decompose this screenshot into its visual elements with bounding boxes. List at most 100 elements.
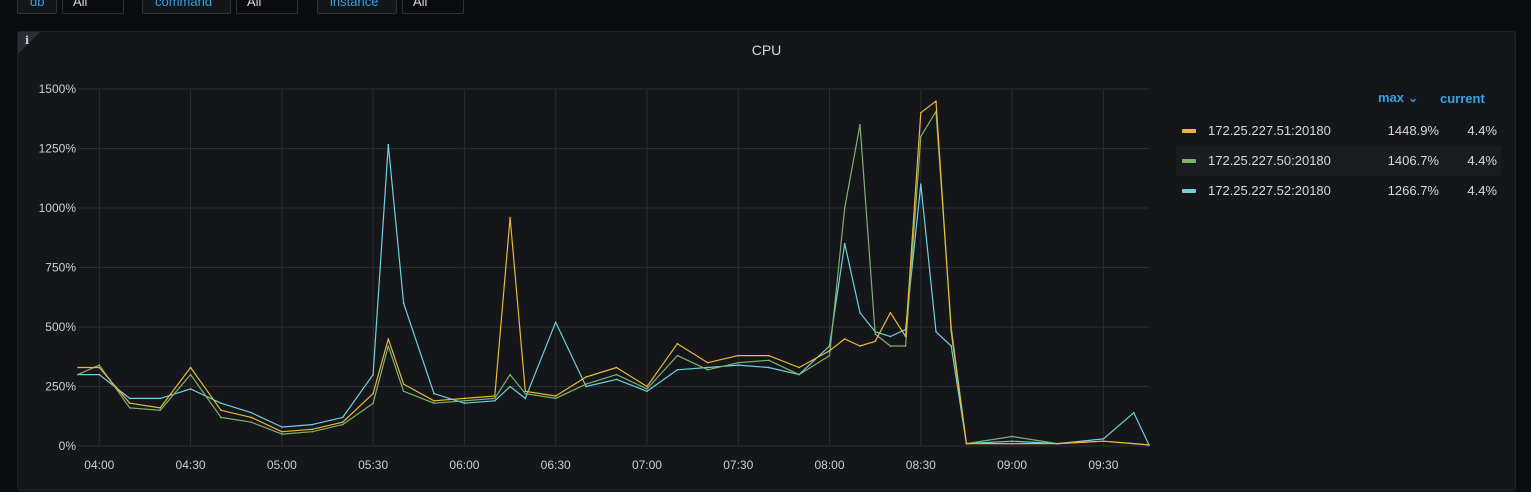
legend-max-value: 1266.7% — [1387, 183, 1439, 198]
data-point — [646, 388, 648, 390]
data-point — [341, 423, 344, 426]
data-point — [737, 364, 740, 366]
data-point — [463, 397, 466, 400]
variable-command-select[interactable]: All — [236, 0, 298, 14]
variable-instance-label: instance — [317, 0, 397, 14]
data-point — [189, 373, 192, 376]
variable-db-select[interactable]: All — [62, 0, 124, 14]
data-point — [843, 242, 846, 245]
y-tick-label: 1000% — [39, 201, 77, 215]
data-point — [250, 416, 253, 419]
panel-info-corner[interactable] — [18, 32, 40, 54]
data-point — [904, 335, 907, 338]
info-icon[interactable]: i — [25, 34, 30, 47]
x-tick-label: 04:30 — [176, 458, 206, 472]
data-point — [935, 330, 937, 333]
data-point — [402, 302, 405, 305]
data-point — [524, 392, 527, 395]
data-point — [554, 397, 557, 400]
data-point — [281, 433, 283, 435]
series-line[interactable] — [78, 144, 1150, 446]
x-tick-label: 08:30 — [906, 458, 936, 472]
data-point — [889, 345, 892, 347]
data-point — [707, 369, 709, 371]
legend-series-name[interactable]: 172.25.227.52:20180 — [1208, 183, 1331, 198]
panel-title[interactable]: CPU — [751, 42, 782, 58]
legend-series-name[interactable]: 172.25.227.51:20180 — [1208, 123, 1331, 138]
data-point — [98, 366, 101, 369]
data-point — [509, 385, 511, 388]
legend-current-value: 4.4% — [1467, 123, 1497, 138]
data-point — [767, 366, 770, 369]
data-point — [859, 123, 861, 126]
data-point — [1011, 442, 1013, 445]
data-point — [281, 430, 283, 433]
data-point — [1102, 440, 1105, 443]
data-point — [387, 338, 390, 340]
data-point — [874, 340, 876, 343]
series-color-swatch[interactable] — [1182, 129, 1196, 133]
data-point — [554, 395, 557, 397]
variable-instance-select[interactable]: All — [402, 0, 464, 14]
data-point — [387, 143, 390, 146]
data-point — [98, 364, 101, 366]
data-point — [494, 397, 496, 400]
data-point — [646, 385, 648, 388]
series-color-swatch[interactable] — [1182, 189, 1196, 193]
y-tick-label: 0% — [59, 439, 77, 453]
series-color-swatch[interactable] — [1182, 159, 1196, 163]
data-point — [874, 333, 876, 335]
data-point — [372, 373, 374, 376]
data-point — [98, 373, 101, 376]
data-point — [707, 361, 709, 364]
y-tick-label: 1500% — [39, 82, 77, 96]
x-tick-label: 05:30 — [358, 458, 388, 472]
legend-item[interactable]: 172.25.227.52:20180 1266.7% 4.4% — [1176, 176, 1501, 206]
legend-current-value: 4.4% — [1467, 153, 1497, 168]
data-point — [189, 388, 192, 390]
data-point — [387, 345, 390, 347]
series-line[interactable] — [78, 100, 1150, 446]
x-tick-label: 06:00 — [449, 458, 479, 472]
y-tick-label: 750% — [45, 261, 76, 275]
data-point — [341, 416, 344, 419]
data-point — [676, 342, 679, 345]
data-point — [859, 311, 861, 314]
legend-max-value: 1448.9% — [1387, 123, 1439, 138]
data-point — [372, 392, 374, 395]
data-point — [220, 409, 222, 412]
data-point — [402, 390, 405, 393]
cpu-line-chart[interactable]: 0% 250% 500% 750% 1000% 1250% 1500% 04:00 04:30 0… — [18, 32, 1168, 492]
data-point — [159, 407, 161, 409]
series-line[interactable] — [77, 110, 1150, 446]
x-tick-label: 05:00 — [267, 458, 297, 472]
data-point — [554, 321, 557, 324]
data-point — [843, 338, 846, 340]
data-point — [615, 378, 618, 381]
data-point — [189, 366, 192, 369]
data-point — [1148, 444, 1150, 446]
x-tick-label: 04:00 — [84, 458, 114, 472]
legend-item[interactable]: 172.25.227.50:20180 1406.7% 4.4% — [1176, 146, 1501, 176]
data-point — [1132, 411, 1135, 414]
legend-sort-current[interactable]: current — [1440, 91, 1485, 106]
y-tick-label: 500% — [45, 320, 76, 334]
data-point — [77, 366, 79, 369]
legend-item[interactable]: 172.25.227.51:20180 1448.9% 4.4% — [1176, 116, 1501, 146]
legend-series-name[interactable]: 172.25.227.50:20180 — [1208, 153, 1331, 168]
legend-sort-max[interactable]: max ⌄ — [1378, 90, 1419, 105]
data-point — [935, 100, 937, 102]
data-point — [433, 392, 435, 395]
data-point — [159, 397, 161, 400]
data-point — [646, 390, 648, 393]
x-tick-label: 07:00 — [632, 458, 662, 472]
data-point — [1102, 438, 1105, 440]
data-point — [676, 354, 679, 357]
data-point — [1011, 440, 1013, 443]
data-point — [250, 421, 253, 424]
y-tick-label: 1250% — [39, 142, 77, 156]
data-point — [220, 416, 222, 419]
data-point — [311, 423, 314, 426]
data-point — [494, 395, 496, 397]
x-tick-label: 09:00 — [997, 458, 1027, 472]
